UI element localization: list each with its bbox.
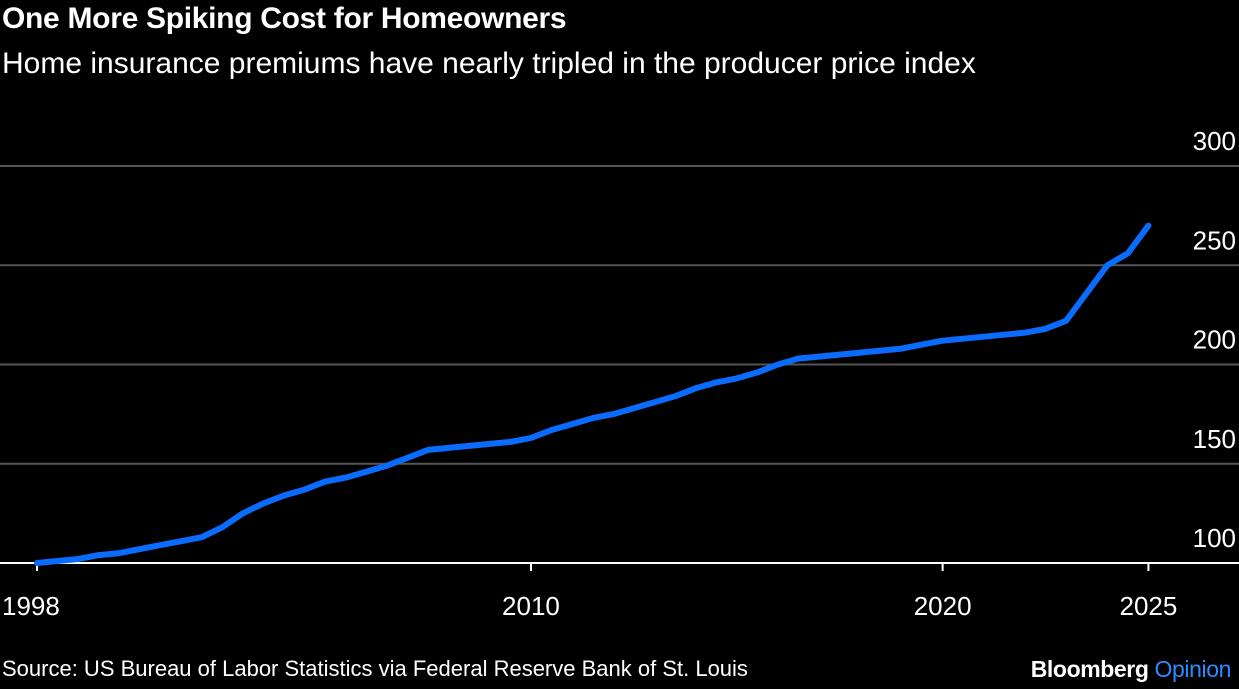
chart-subtitle: Home insurance premiums have nearly trip… [2,47,976,80]
x-tick-label: 2010 [502,591,560,621]
x-axis: 1998 2010 2020 2025 [0,562,1239,621]
y-tick-label: 250 [1193,225,1236,255]
x-tick-label: 1998 [2,591,60,621]
y-tick-label: 300 [1193,126,1236,156]
x-tick-label: 2020 [914,591,972,621]
brand-name: Bloomberg [1030,656,1149,682]
y-tick-label: 200 [1193,325,1236,355]
brand-product: Opinion [1154,656,1232,682]
series-line-0 [34,222,1152,566]
chart-title: One More Spiking Cost for Homeowners [2,2,567,35]
y-axis-labels: 100 150 200 250 300 [1193,126,1236,553]
y-tick-label: 150 [1193,424,1236,454]
source-note: Source: US Bureau of Labor Statistics vi… [2,656,748,681]
x-tick-label: 2025 [1120,591,1178,621]
brand-logo: Bloomberg Opinion [1030,656,1232,683]
y-tick-label: 100 [1193,523,1236,553]
series-layer [34,222,1152,566]
gridlines [0,165,1239,465]
